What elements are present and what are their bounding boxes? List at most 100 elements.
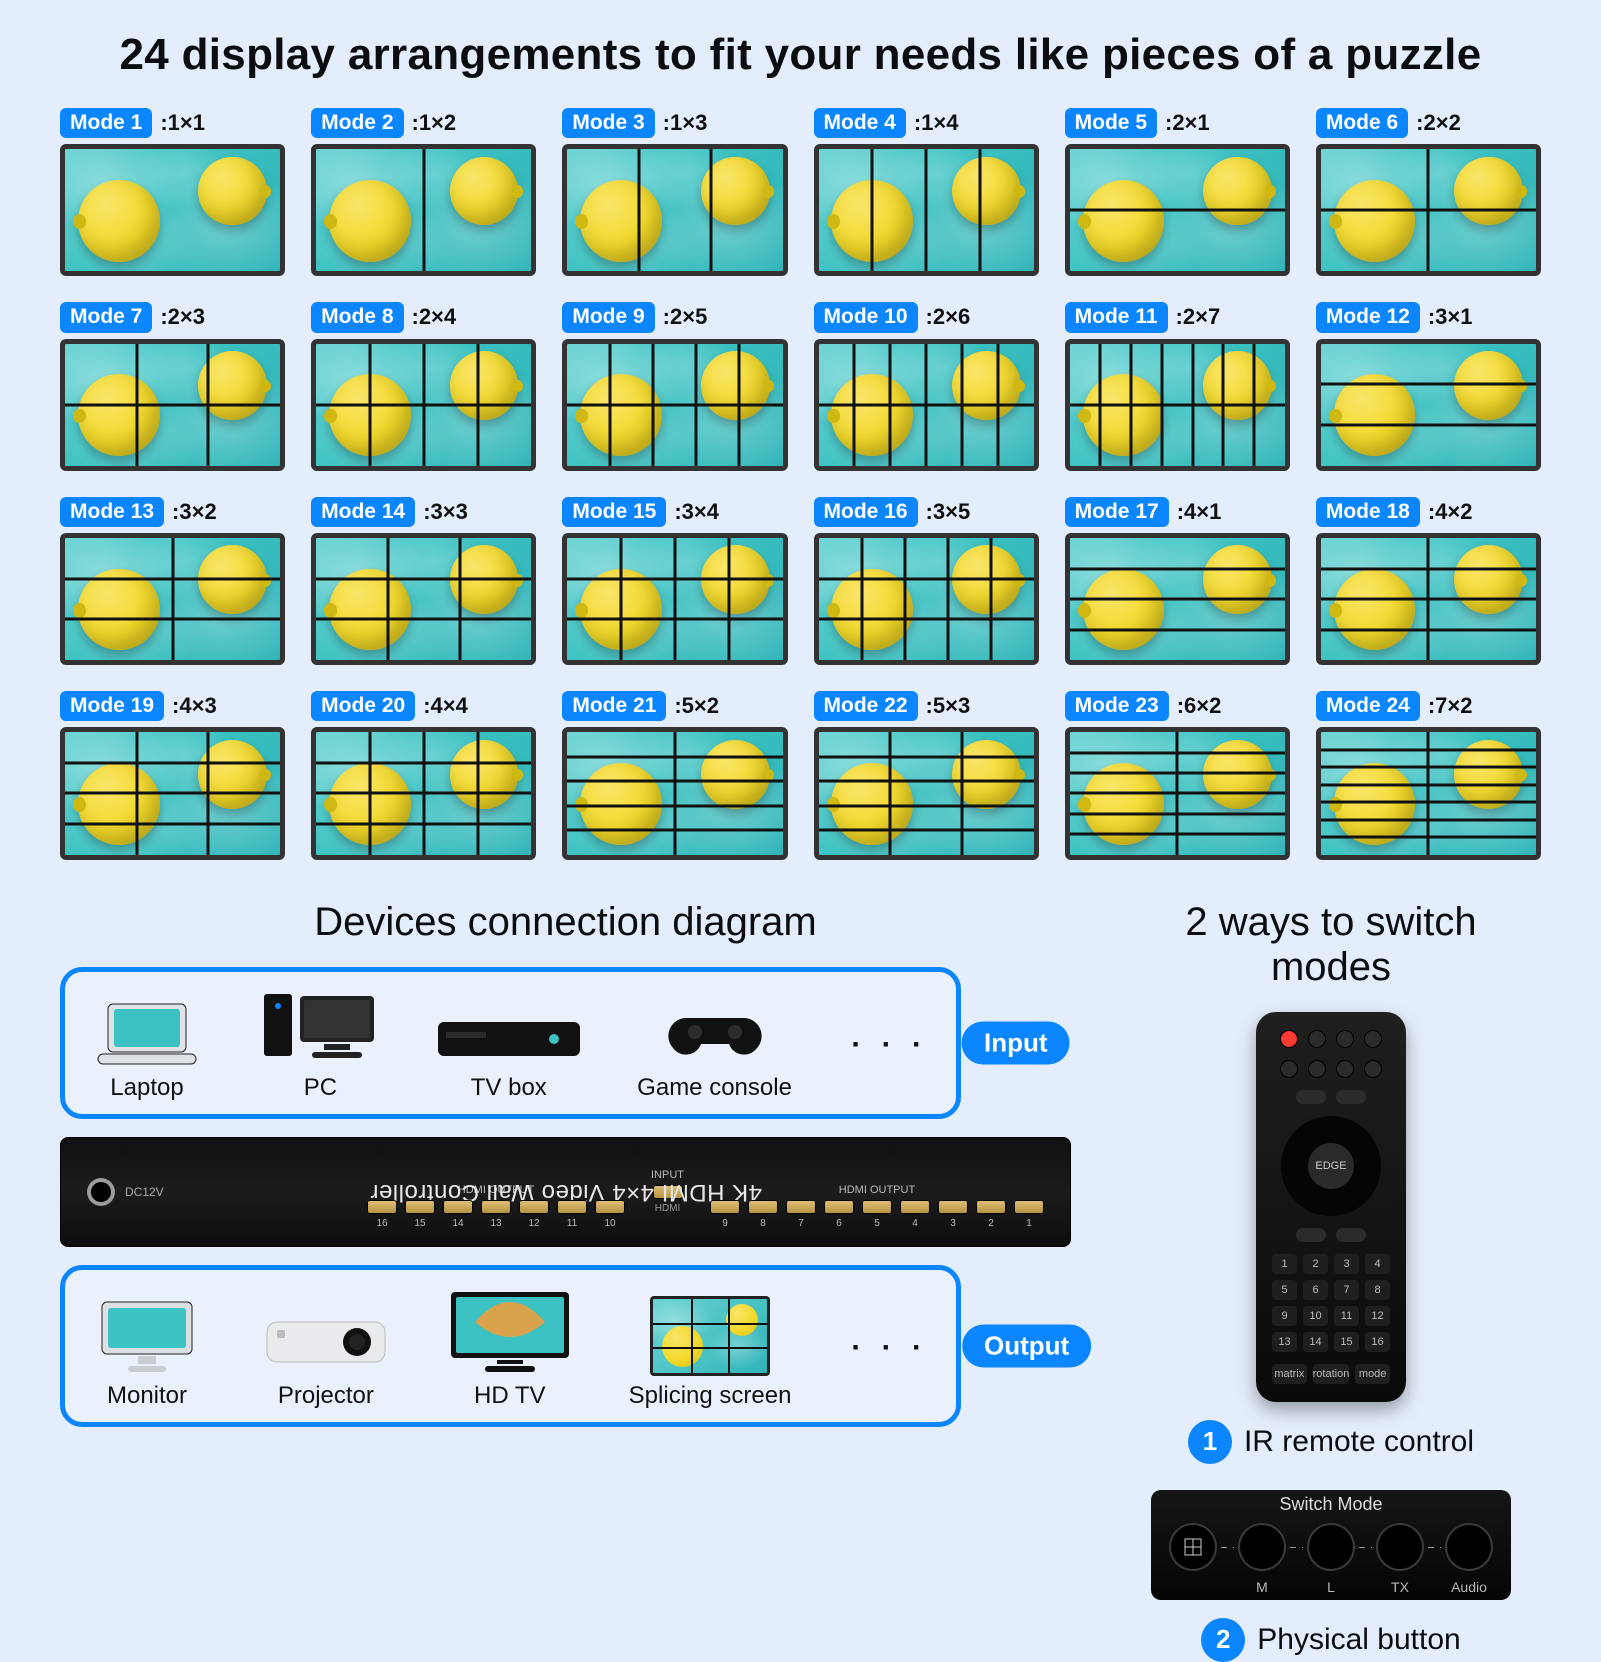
dev-pc: PC — [260, 988, 380, 1102]
remote-key: 12 — [1365, 1306, 1390, 1326]
hdmi-out-right-label: HDMI OUTPUT — [839, 1184, 915, 1196]
mode-tile — [1065, 727, 1290, 859]
physical-button-label: M — [1238, 1579, 1286, 1595]
remote-pill — [1296, 1090, 1326, 1104]
mode-ratio: :3×4 — [674, 499, 719, 525]
hdmi-ports-right: 987654321 — [710, 1200, 1044, 1214]
hdmi-port: 10 — [595, 1200, 625, 1214]
mode-tile — [1065, 144, 1290, 276]
mode-tile — [562, 339, 787, 471]
mode-tile — [814, 144, 1039, 276]
mode-ratio: :2×5 — [663, 304, 708, 330]
hdmi-ports-left: 16151413121110 — [367, 1200, 625, 1214]
remote-key: 3 — [1334, 1254, 1359, 1274]
panel-labels-row: MLTXAudio — [1169, 1579, 1493, 1595]
dev-splicing-label: Splicing screen — [629, 1382, 792, 1410]
mode-tile — [311, 339, 536, 471]
mode-ratio: :1×3 — [663, 110, 708, 136]
monitor-icon — [92, 1296, 202, 1376]
remote-key: 14 — [1303, 1332, 1328, 1352]
hdmi-port: 5 — [862, 1200, 892, 1214]
physical-button-label: L — [1307, 1579, 1355, 1595]
dev-monitor: Monitor — [87, 1296, 207, 1410]
remote-dot — [1364, 1030, 1382, 1048]
mode-ratio: :3×1 — [1428, 304, 1473, 330]
modes-grid: Mode 1:1×1Mode 2:1×2Mode 3:1×3Mode 4:1×4… — [60, 108, 1541, 860]
dev-hdtv-label: HD TV — [474, 1382, 546, 1410]
input-badge: Input — [962, 1021, 1070, 1064]
mode-badge: Mode 11 — [1065, 302, 1168, 332]
mode-badge: Mode 7 — [60, 302, 152, 332]
mode-badge: Mode 5 — [1065, 108, 1157, 138]
mode-cell: Mode 15:3×4 — [562, 497, 787, 665]
mode-tile — [562, 533, 787, 665]
dev-laptop-label: Laptop — [110, 1074, 183, 1102]
switch-option-1: 1 IR remote control — [1188, 1420, 1474, 1464]
input-devices-box: Laptop PC — [60, 967, 961, 1119]
page-title: 24 display arrangements to fit your need… — [60, 30, 1541, 80]
physical-button-panel: Switch Mode MLTXAudio — [1151, 1490, 1511, 1600]
num-2-label: Physical button — [1257, 1623, 1460, 1657]
mode-cell: Mode 22:5×3 — [814, 691, 1039, 859]
dc-label: DC12V — [125, 1185, 164, 1199]
dev-laptop: Laptop — [87, 998, 207, 1102]
physical-button — [1376, 1523, 1424, 1571]
mode-cell: Mode 7:2×3 — [60, 302, 285, 470]
mode-badge: Mode 6 — [1316, 108, 1408, 138]
mode-badge: Mode 13 — [60, 497, 164, 527]
mode-badge: Mode 24 — [1316, 691, 1420, 721]
remote-dot — [1308, 1030, 1326, 1048]
mode-tile — [814, 533, 1039, 665]
remote-pill — [1296, 1228, 1326, 1242]
mode-ratio: :4×3 — [172, 693, 217, 719]
mode-badge: Mode 2 — [311, 108, 403, 138]
dev-projector: Projector — [261, 1306, 391, 1410]
physical-button — [1445, 1523, 1493, 1571]
mode-cell: Mode 16:3×5 — [814, 497, 1039, 665]
mode-ratio: :1×2 — [412, 110, 457, 136]
mode-badge: Mode 23 — [1065, 691, 1169, 721]
hdtv-icon — [445, 1286, 575, 1376]
output-badge: Output — [962, 1324, 1091, 1367]
mode-cell: Mode 17:4×1 — [1065, 497, 1290, 665]
mode-ratio: :4×1 — [1177, 499, 1222, 525]
mode-cell: Mode 9:2×5 — [562, 302, 787, 470]
remote-key: 9 — [1272, 1306, 1297, 1326]
remote-key: 13 — [1272, 1332, 1297, 1352]
hdmi-port: 7 — [786, 1200, 816, 1214]
mode-tile — [1316, 727, 1541, 859]
laptop-icon — [92, 998, 202, 1068]
remote-dot — [1308, 1060, 1326, 1078]
mode-cell: Mode 19:4×3 — [60, 691, 285, 859]
mode-ratio: :7×2 — [1428, 693, 1473, 719]
remote-key: 16 — [1365, 1332, 1390, 1352]
dcd-column: Devices connection diagram Laptop — [60, 900, 1071, 1662]
remote-power-icon — [1280, 1030, 1298, 1048]
mode-cell: Mode 1:1×1 — [60, 108, 285, 276]
remote-number-grid: 12345678910111213141516 — [1272, 1254, 1390, 1352]
hdmi-port: 4 — [900, 1200, 930, 1214]
mode-ratio: :3×3 — [423, 499, 468, 525]
input-ellipsis: · · · — [851, 1028, 928, 1062]
remote-key: 10 — [1303, 1306, 1328, 1326]
mode-cell: Mode 4:1×4 — [814, 108, 1039, 276]
mode-badge: Mode 22 — [814, 691, 918, 721]
remote-key: 7 — [1334, 1280, 1359, 1300]
num-1-label: IR remote control — [1244, 1425, 1474, 1459]
mode-badge: Mode 18 — [1316, 497, 1420, 527]
physical-button — [1169, 1523, 1217, 1571]
mode-ratio: :2×4 — [412, 304, 457, 330]
dev-monitor-label: Monitor — [107, 1382, 187, 1410]
mode-cell: Mode 11:2×7 — [1065, 302, 1290, 470]
controller-wrap: DC12V 4K HDMI 4×4 Video Wall Controller … — [60, 1137, 1071, 1247]
remote-dot — [1280, 1060, 1298, 1078]
hdmi-port: 2 — [976, 1200, 1006, 1214]
mode-tile — [60, 727, 285, 859]
remote-key: 15 — [1334, 1332, 1359, 1352]
mode-cell: Mode 8:2×4 — [311, 302, 536, 470]
remote-dot — [1336, 1030, 1354, 1048]
hdmi-port: 11 — [557, 1200, 587, 1214]
remote-foot-key: mode — [1355, 1364, 1390, 1384]
mode-tile — [311, 533, 536, 665]
mode-tile — [814, 339, 1039, 471]
